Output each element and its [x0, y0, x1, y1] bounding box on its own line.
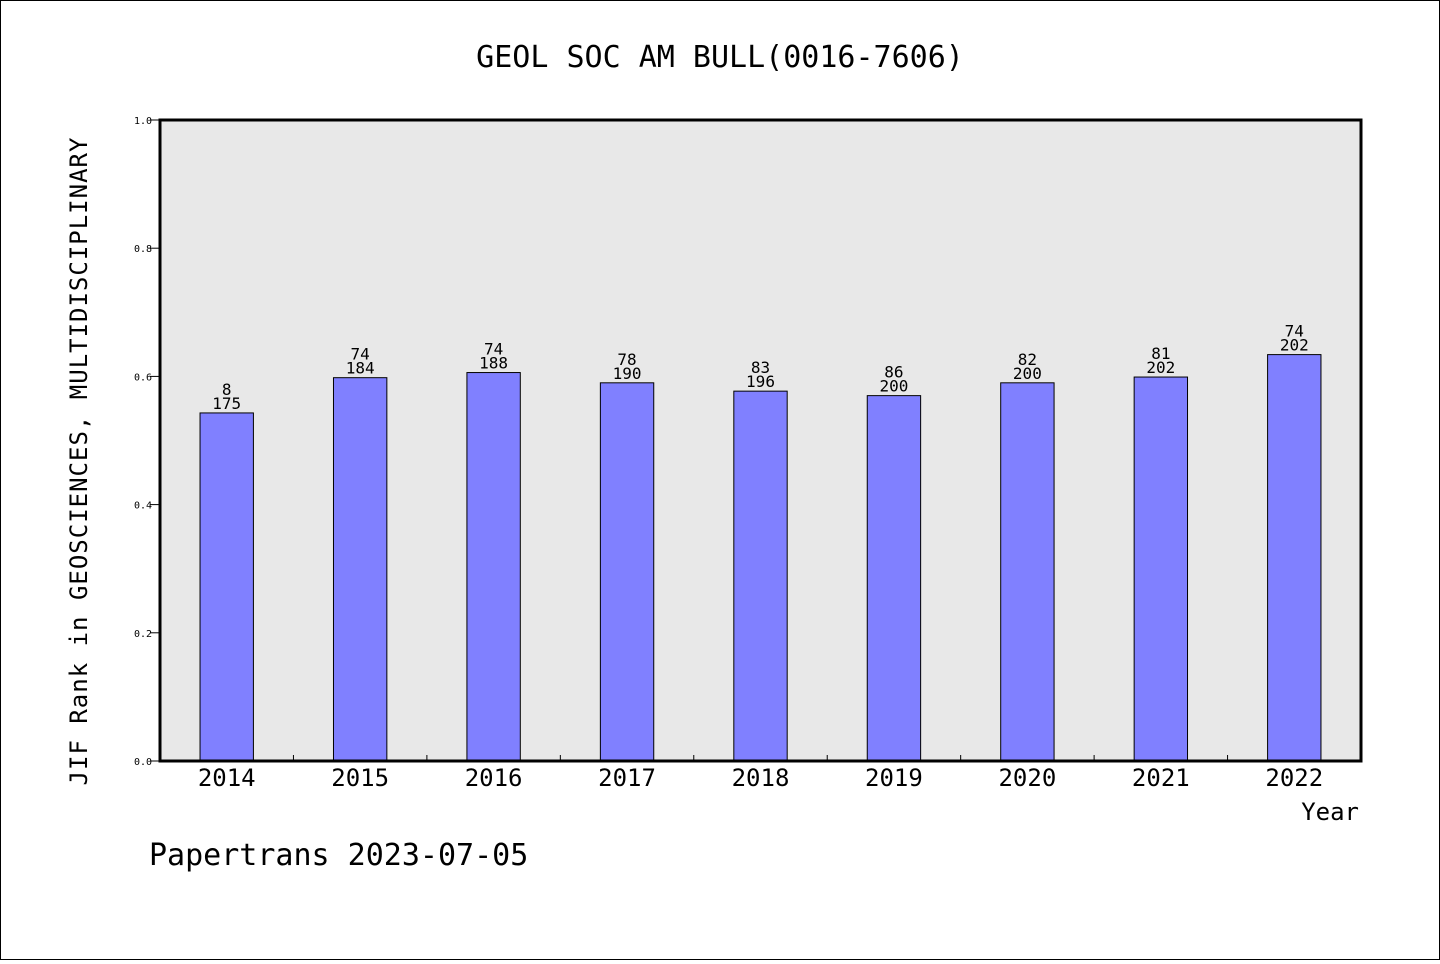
x-tick-label: 2018 — [732, 764, 790, 792]
y-tick-label: 0.4 — [134, 501, 152, 512]
y-axis-label: JIF Rank in GEOSCIENCES, MULTIDISCIPLINA… — [65, 137, 93, 786]
y-tick-label: 0.2 — [134, 629, 152, 640]
bar-2022 — [1267, 354, 1322, 762]
total-label: 200 — [879, 377, 908, 396]
total-label: 202 — [1146, 358, 1175, 377]
bar-2021 — [1133, 376, 1189, 762]
bar-2014 — [199, 412, 254, 762]
x-axis-label: Year — [1301, 798, 1359, 826]
total-label: 190 — [613, 364, 642, 383]
total-label: 200 — [1013, 364, 1042, 383]
rank-label: 74 — [351, 345, 370, 364]
rank-label: 78 — [617, 350, 636, 369]
y-tick-label: 0.6 — [134, 372, 152, 383]
bar-2020 — [1000, 382, 1055, 762]
rank-label: 81 — [1151, 344, 1170, 363]
x-tick-label: 2020 — [998, 764, 1056, 792]
rank-label: 82 — [1018, 350, 1037, 369]
bar-2016 — [466, 372, 521, 762]
y-tick-label: 0.8 — [134, 244, 152, 255]
plot-border — [158, 118, 1363, 763]
chart-title: GEOL SOC AM BULL(0016-7606) — [476, 40, 964, 75]
bar-2017 — [599, 382, 655, 762]
x-tick-label: 2014 — [198, 764, 256, 792]
total-label: 184 — [346, 359, 375, 378]
total-label: 175 — [212, 394, 241, 413]
x-tick-label: 2015 — [331, 764, 389, 792]
x-tick-label: 2017 — [598, 764, 656, 792]
bar-2015 — [332, 377, 388, 762]
bar-2019 — [866, 395, 922, 762]
bar-2018 — [733, 390, 788, 762]
total-label: 202 — [1280, 336, 1309, 355]
y-tick-label: 1.0 — [134, 116, 152, 127]
total-label: 196 — [746, 372, 775, 391]
rank-label: 74 — [1285, 322, 1304, 341]
bars-group — [199, 354, 1322, 762]
rank-label: 83 — [751, 358, 770, 377]
x-tick-label: 2021 — [1132, 764, 1190, 792]
x-axis: 2014 2015 2016 2017 2018 2019 2020 2021 2022 — [198, 755, 1323, 792]
x-tick-label: 2016 — [465, 764, 523, 792]
y-axis: 0.0 0.2 0.4 0.6 0.8 1.0 — [134, 116, 160, 768]
total-label: 188 — [479, 354, 508, 373]
x-tick-label: 2019 — [865, 764, 923, 792]
rank-label: 8 — [222, 380, 232, 399]
footer-text: Papertrans 2023-07-05 — [149, 838, 528, 873]
y-tick-label: 0.0 — [134, 757, 152, 768]
x-tick-label: 2022 — [1265, 764, 1323, 792]
rank-label: 86 — [884, 363, 903, 382]
rank-label: 74 — [484, 340, 503, 359]
